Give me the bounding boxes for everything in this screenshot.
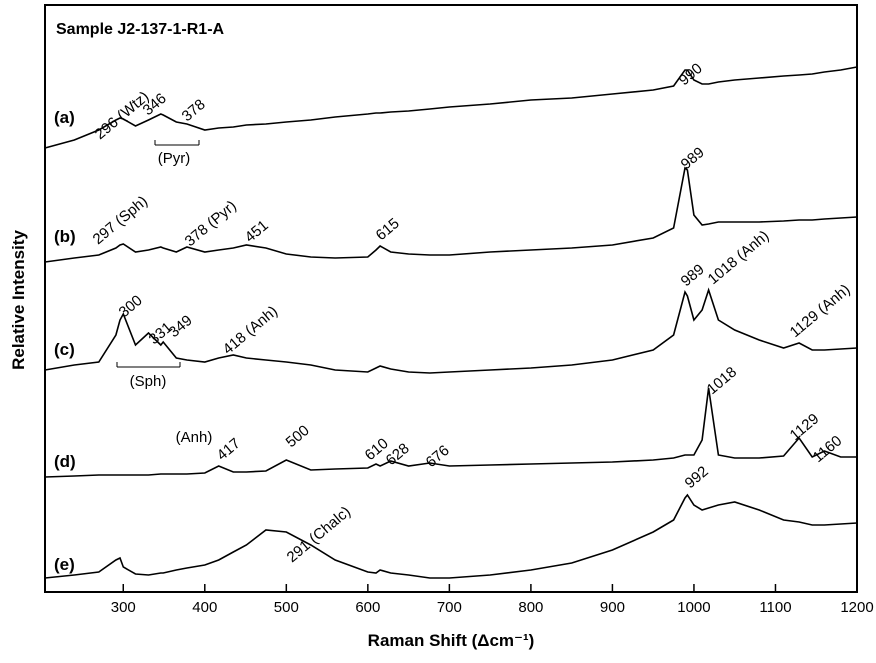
peak-annotation: 615 [373, 215, 403, 244]
peak-annotation: 989 [678, 144, 708, 173]
series-label: (e) [54, 555, 75, 574]
y-axis-label: Relative Intensity [9, 230, 28, 370]
peak-annotation: 989 [678, 261, 708, 290]
peak-annotation: (Sph) [130, 373, 167, 390]
peak-annotation: 297 (Sph) [90, 193, 151, 248]
x-tick-label: 400 [192, 599, 217, 616]
x-axis-label: Raman Shift (Δcm⁻¹) [368, 631, 535, 650]
peak-annotation: 1018 [704, 364, 740, 398]
spectrum-line [44, 493, 858, 579]
spectrum-line [44, 66, 858, 149]
peak-annotation: 676 [423, 442, 453, 471]
peak-annotation: 378 [179, 96, 209, 125]
peak-annotation: 500 [283, 422, 313, 451]
peak-annotation: (Anh) [176, 429, 213, 446]
peak-annotation: 378 (Pyr) [182, 197, 240, 250]
peak-annotation: 300 [116, 292, 146, 321]
chart-title: Sample J2-137-1-R1-A [56, 21, 225, 38]
peak-annotation: 418 (Anh) [220, 303, 281, 358]
spectrum-line [44, 387, 857, 478]
peak-annotation: 1018 (Anh) [705, 227, 773, 288]
peak-annotation: 417 [214, 435, 244, 464]
x-tick-label: 1000 [677, 599, 710, 616]
peak-annotation: 1129 [787, 410, 823, 444]
peak-annotation: 291 (Chalc) [284, 503, 354, 566]
peak-annotation: 451 [242, 217, 272, 246]
peak-annotation: (Pyr) [158, 150, 191, 167]
spectrum-line [44, 287, 858, 374]
peak-annotation: 349 [166, 312, 196, 341]
peak-annotation: 992 [682, 463, 712, 492]
x-tick-label: 500 [274, 599, 299, 616]
peak-annotation: 990 [676, 60, 706, 89]
x-tick-label: 700 [437, 599, 462, 616]
x-tick-label: 300 [111, 599, 136, 616]
series-label: (d) [54, 452, 76, 471]
peak-annotation: 296 (Wtz) [92, 88, 153, 143]
peak-annotation: 1160 [810, 432, 846, 466]
x-tick-label: 1100 [759, 599, 791, 616]
x-tick-label: 900 [600, 599, 625, 616]
series-label: (c) [54, 340, 75, 359]
x-tick-label: 800 [518, 599, 543, 616]
series-label: (a) [54, 108, 75, 127]
x-tick-label: 1200 [840, 599, 873, 616]
x-tick-label: 600 [355, 599, 380, 616]
peak-annotation: 1129 (Anh) [787, 281, 854, 341]
spectrum-line [44, 166, 858, 263]
series-label: (b) [54, 227, 76, 246]
plot-frame [44, 4, 858, 593]
